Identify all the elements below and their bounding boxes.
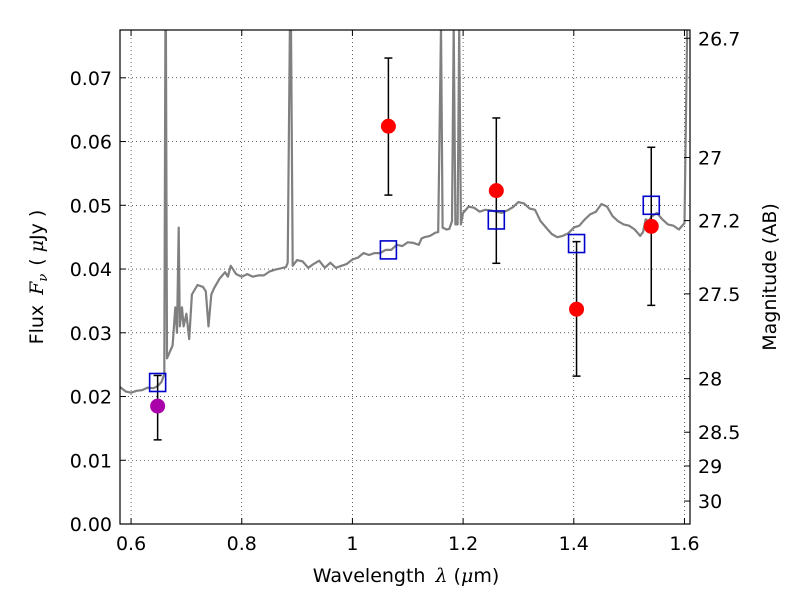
- y-tick-label: 0.03: [70, 323, 112, 345]
- y-tick-label: 0.00: [70, 514, 112, 536]
- x-tick-label: 1.2: [448, 533, 478, 555]
- x-tick-label: 0.6: [116, 533, 146, 555]
- y2-tick-label: 28.5: [698, 422, 740, 444]
- detection-point: [569, 301, 585, 317]
- detection-point: [380, 118, 396, 134]
- x-axis-ticks: 0.6 0.8 1 1.2 1.4 1.6: [116, 30, 700, 555]
- y-tick-label: 0.06: [70, 132, 112, 154]
- plot-frame: [119, 29, 691, 525]
- y2-tick-label: 27.5: [698, 284, 740, 306]
- detection-point: [643, 218, 659, 234]
- plot-area: [120, 30, 689, 441]
- y-tick-label: 0.02: [70, 387, 112, 409]
- model-spectrum-line: [120, 30, 689, 394]
- optical-detection-point: [150, 398, 166, 414]
- model-photometry-square: [379, 240, 398, 260]
- x-axis-label: Wavelength λ (μm): [313, 565, 499, 587]
- y2-tick-label: 26.7: [698, 28, 740, 50]
- x-tick-label: 1.4: [559, 533, 589, 555]
- x-tick-label: 0.8: [227, 533, 257, 555]
- y2-axis-ticks: 26.7 27 27.2 27.5 28 28.5 29 30: [684, 28, 740, 513]
- detection-point: [488, 183, 504, 199]
- y-tick-label: 0.07: [70, 68, 112, 90]
- model-photometry-square: [642, 195, 661, 216]
- y-axis-ticks: 0.00 0.01 0.02 0.03 0.04 0.05 0.06 0.07: [70, 68, 126, 536]
- y2-tick-label: 29: [698, 456, 722, 478]
- y2-tick-label: 27: [698, 147, 722, 169]
- x-tick-label: 1.6: [669, 533, 699, 555]
- y2-tick-label: 28: [698, 369, 722, 391]
- model-photometry-square: [567, 233, 586, 254]
- y2-tick-label: 27.2: [698, 211, 740, 233]
- model-photometry-square: [148, 372, 167, 393]
- y-tick-label: 0.04: [70, 259, 112, 281]
- model-photometry-square: [487, 210, 506, 230]
- y-tick-label: 0.05: [70, 195, 112, 217]
- y2-axis-label: Magnitude (AB): [759, 203, 781, 351]
- y-axis-label: FluxFν(μJy ): [26, 210, 51, 345]
- x-tick-label: 1: [346, 533, 358, 555]
- y2-tick-label: 30: [698, 491, 722, 513]
- y-tick-label: 0.01: [70, 450, 112, 472]
